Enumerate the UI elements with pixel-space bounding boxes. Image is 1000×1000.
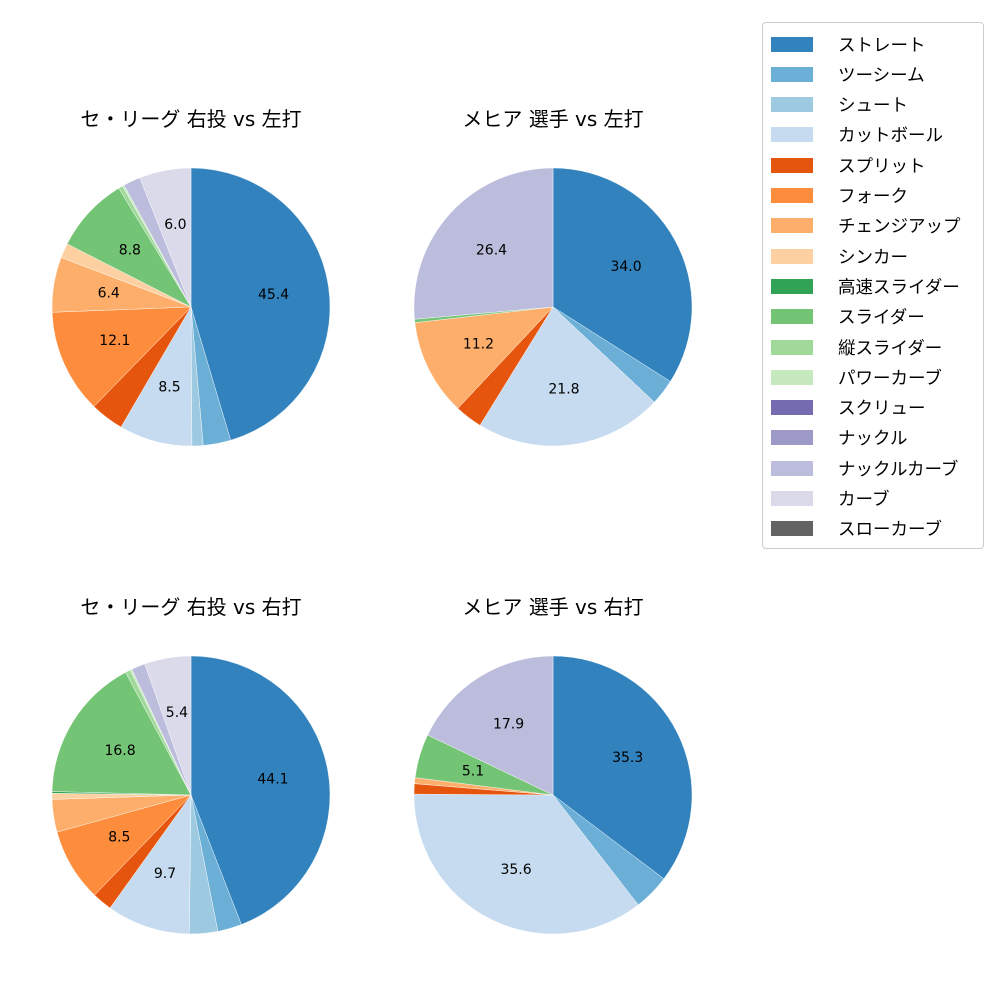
slice-percent-label: 11.2: [463, 336, 494, 352]
pie-chart-league-vs-left: 45.4 8.5 12.1 6.4 8.8 6.0: [51, 167, 331, 447]
legend-item: カットボール: [771, 125, 943, 147]
legend-swatch: [771, 36, 813, 52]
legend-label: フォーク: [838, 187, 908, 207]
pie-slice: [144, 655, 192, 796]
legend-item: 縦スライダー: [771, 337, 943, 359]
legend-swatch: [771, 339, 813, 355]
legend-item: ナックル: [771, 428, 908, 450]
legend-item: 高速スライダー: [771, 276, 960, 298]
legend-swatch: [771, 460, 813, 476]
legend-swatch: [771, 127, 813, 143]
legend-label: スローカーブ: [838, 520, 942, 541]
legend-item: スプリット: [771, 155, 926, 177]
slice-percent-label: 9.7: [154, 866, 176, 882]
slice-percent-label: 26.4: [476, 243, 507, 259]
legend-swatch: [771, 248, 813, 264]
legend-label: ツーシーム: [838, 65, 925, 86]
slice-percent-label: 8.8: [119, 242, 141, 258]
legend-item: フォーク: [771, 186, 908, 207]
slice-percent-label: 16.8: [104, 743, 135, 759]
legend-label: パワーカーブ: [838, 368, 942, 389]
legend-item: カーブ: [771, 489, 890, 510]
slice-percent-label: 6.0: [164, 217, 186, 233]
slice-percent-label: 6.4: [98, 285, 120, 301]
legend-label: ナックル: [838, 429, 908, 450]
legend-swatch: [771, 97, 813, 113]
legend-label: シンカー: [838, 247, 908, 268]
slice-percent-label: 8.5: [158, 380, 180, 396]
pie-slice: [479, 306, 655, 447]
slice-percent-label: 34.0: [610, 259, 641, 275]
legend-label: スライダー: [838, 308, 925, 329]
legend-label: 縦スライダー: [838, 338, 943, 359]
pie-slice: [552, 167, 693, 382]
legend-swatch: [771, 430, 813, 446]
legend-item: シンカー: [771, 246, 908, 268]
pie-slice: [109, 794, 192, 935]
legend-label: ストレート: [838, 35, 926, 56]
legend-swatch: [771, 491, 813, 506]
legend-item: ナックルカーブ: [771, 458, 959, 480]
slice-percent-label: 35.3: [612, 750, 643, 766]
legend-label: チェンジアップ: [838, 217, 961, 238]
slice-percent-label: 45.4: [258, 287, 289, 303]
pie-slice: [427, 655, 554, 796]
legend-swatch: [771, 400, 813, 416]
legend-swatch: [771, 369, 813, 385]
pie-slice: [552, 655, 693, 880]
legend-label: カーブ: [838, 490, 890, 510]
pie-slice: [51, 306, 192, 407]
pie-slice: [414, 306, 554, 409]
legend-item: スライダー: [771, 307, 925, 329]
pie-slice: [51, 672, 192, 796]
slice-percent-label: 5.4: [166, 705, 188, 721]
chart-title-mejia-vs-left: メヒア 選手 vs 左打: [462, 107, 644, 131]
pie-slice: [413, 793, 639, 935]
chart-title-mejia-vs-right: メヒア 選手 vs 右打: [462, 595, 644, 619]
legend-label: ナックルカーブ: [838, 459, 959, 480]
legend-swatch: [771, 157, 813, 173]
legend-label: カットボール: [838, 126, 943, 147]
legend-label: スプリット: [838, 156, 926, 177]
pie-slice: [190, 167, 331, 441]
legend-swatch: [771, 278, 813, 294]
legend-swatch: [771, 309, 813, 325]
slice-percent-label: 8.5: [108, 830, 130, 846]
slice-percent-label: 44.1: [257, 772, 288, 788]
legend-item: シュート: [771, 95, 908, 117]
legend-label: シュート: [838, 96, 908, 117]
legend-label: スクリュー: [838, 399, 926, 420]
slice-percent-label: 35.6: [500, 862, 531, 878]
slice-percent-label: 21.8: [548, 382, 579, 398]
legend-swatch: [771, 66, 813, 82]
legend-item: チェンジアップ: [771, 216, 961, 238]
legend-item: ストレート: [771, 34, 926, 56]
pie-slice: [139, 167, 192, 308]
legend-item: スクリュー: [771, 398, 926, 420]
legend-item: スローカーブ: [771, 519, 942, 541]
legend-swatch: [771, 218, 813, 234]
pie-chart-league-vs-right: 44.1 9.7 8.5 16.8 5.4: [51, 655, 331, 935]
legend-label: 高速スライダー: [838, 277, 960, 298]
chart-title-league-vs-left: セ・リーグ 右投 vs 左打: [80, 107, 302, 131]
slice-percent-label: 5.1: [462, 763, 484, 779]
legend-swatch: [771, 521, 813, 537]
legend-item: パワーカーブ: [771, 367, 942, 389]
slice-percent-label: 17.9: [493, 716, 524, 732]
legend: ストレートツーシームシュートカットボール スプリットフォークチェンジアップ シンカー…: [762, 22, 984, 549]
legend-item: ツーシーム: [771, 64, 925, 86]
legend-swatch: [771, 188, 813, 203]
slice-percent-label: 12.1: [99, 333, 130, 349]
pie-slice: [413, 167, 554, 320]
chart-title-league-vs-right: セ・リーグ 右投 vs 右打: [80, 595, 302, 619]
pie-chart-mejia-vs-left: 34.0 21.8 11.2 26.4: [413, 167, 693, 447]
pie-slice: [190, 655, 331, 925]
pie-chart-mejia-vs-right: 35.3 35.6 5.1 17.9: [413, 655, 693, 935]
